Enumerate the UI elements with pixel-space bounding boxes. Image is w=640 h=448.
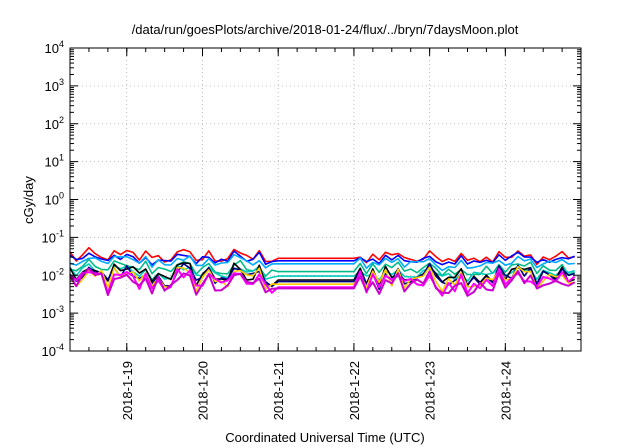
y-tick-label: 104 <box>45 39 64 56</box>
y-tick-label: 100 <box>45 191 64 208</box>
x-tick-label: 2018-1-19 <box>120 361 135 420</box>
x-tick-label: 2018-1-21 <box>271 361 286 420</box>
series-line-4 <box>69 258 576 278</box>
x-tick-label: 2018-1-22 <box>347 361 362 420</box>
series-line-8 <box>69 265 575 293</box>
series-line-7 <box>69 262 575 291</box>
series-line-3 <box>69 253 575 272</box>
x-tick-label: 2018-1-23 <box>423 361 438 420</box>
x-axis: 2018-1-19 2018-1-20 2018-1-21 2018-1-22 2018… <box>88 48 563 420</box>
series-line-10 <box>69 267 576 297</box>
series-line-1 <box>69 246 575 266</box>
y-tick-label: 101 <box>45 153 64 170</box>
grid <box>70 48 581 351</box>
y-axis-label: cGy/day <box>21 176 36 224</box>
y-tick-label: 10-2 <box>42 266 64 283</box>
x-tick-label: 2018-1-24 <box>498 361 513 420</box>
chart-title: /data/run/goesPlots/archive/2018-01-24/f… <box>132 22 519 37</box>
series-line-2 <box>69 250 576 266</box>
y-tick-label: 10-4 <box>42 342 64 359</box>
y-axis: 10-4 10-3 10-2 10-1 100 101 102 103 104 <box>42 39 581 359</box>
x-tick-label: 2018-1-20 <box>195 361 210 420</box>
series-group <box>69 246 576 297</box>
y-tick-label: 10-3 <box>42 304 64 321</box>
y-tick-label: 102 <box>45 115 64 132</box>
y-tick-label: 10-1 <box>42 228 64 245</box>
x-axis-label: Coordinated Universal Time (UTC) <box>225 430 424 445</box>
y-tick-label: 103 <box>45 77 64 94</box>
